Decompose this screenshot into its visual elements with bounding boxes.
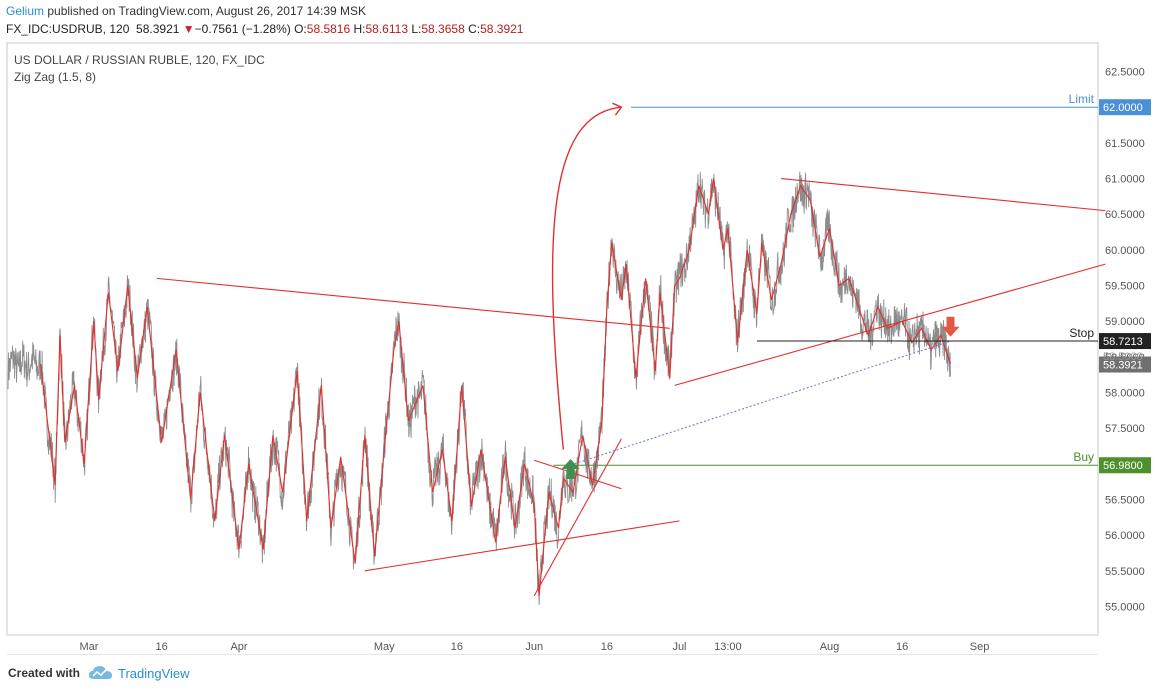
sell-arrow-down-icon[interactable] xyxy=(941,316,960,337)
trendline-lower-right[interactable] xyxy=(674,263,1106,386)
author-link[interactable]: Gelium xyxy=(6,4,45,18)
x-tick-label: 16 xyxy=(601,641,613,653)
y-tick-label: 59.5000 xyxy=(1105,281,1145,293)
stop-price-tag-text: 58.7213 xyxy=(1103,336,1143,348)
y-tick-label: 60.0000 xyxy=(1105,245,1145,257)
last-price-tag xyxy=(1099,356,1151,373)
limit-price-tag xyxy=(1099,99,1151,116)
y-tick-label: 62.5000 xyxy=(1105,67,1145,79)
x-tick-label: 16 xyxy=(155,641,167,653)
buy-level-label: Buy xyxy=(1073,450,1094,464)
price-change: −0.7561 (−1.28%) xyxy=(194,22,291,36)
x-tick-label: Sep xyxy=(970,641,990,653)
tradingview-cloud-icon[interactable] xyxy=(88,664,114,682)
chart-title: US DOLLAR / RUSSIAN RUBLE, 120, FX_IDC xyxy=(14,53,265,67)
limit-level-label: Limit xyxy=(1069,92,1095,106)
last-price-tag-text: 58.3921 xyxy=(1103,360,1143,372)
y-tick-label: 56.0000 xyxy=(1105,530,1145,542)
projection-curve-arrow xyxy=(551,106,622,450)
created-with-label: Created with xyxy=(8,666,81,680)
change-down-icon: ▼ xyxy=(182,22,195,36)
x-tick-label: May xyxy=(374,641,395,653)
limit-price-tag-text: 62.0000 xyxy=(1103,102,1143,114)
indicator-legend[interactable]: Zig Zag (1.5, 8) xyxy=(14,70,97,84)
trendline-wedge-top[interactable] xyxy=(534,459,622,490)
y-tick-label: 56.5000 xyxy=(1105,494,1145,506)
x-tick-label: Aug xyxy=(820,641,840,653)
x-tick-label: Jul xyxy=(672,641,686,653)
trendline-upper-left[interactable] xyxy=(156,277,670,329)
y-tick-label: 58.0000 xyxy=(1105,387,1145,399)
hidden-price-tag-text: 58.5000 xyxy=(1103,351,1143,363)
stop-level-label: Stop xyxy=(1069,326,1094,340)
x-tick-label: Mar xyxy=(80,641,99,653)
y-tick-label: 61.5000 xyxy=(1105,138,1145,150)
y-tick-label: 55.5000 xyxy=(1105,566,1145,578)
y-tick-label: 55.0000 xyxy=(1105,601,1145,613)
open-value: 58.5816 xyxy=(306,22,351,36)
open-label: O: xyxy=(294,22,307,36)
y-tick-label: 60.5000 xyxy=(1105,209,1145,221)
published-line: Gelium published on TradingView.com, Aug… xyxy=(6,4,366,18)
price-chart[interactable]: 55.000055.500056.000056.500057.000057.50… xyxy=(0,42,1155,655)
price-series xyxy=(7,171,951,606)
symbol-label: FX_IDC:USDRUB, 120 xyxy=(6,22,130,36)
published-text: published on TradingView.com, August 26,… xyxy=(44,4,367,18)
last-price: 58.3921 xyxy=(136,22,180,36)
low-label: L: xyxy=(411,22,422,36)
footer: Created with TradingView xyxy=(0,655,1155,691)
publish-header: Gelium published on TradingView.com, Aug… xyxy=(0,0,1155,42)
high-label: H: xyxy=(353,22,366,36)
x-tick-label: 13:00 xyxy=(714,641,742,653)
trendline-lower-left[interactable] xyxy=(364,520,680,572)
zigzag-indicator xyxy=(40,178,952,596)
x-tick-label: Apr xyxy=(230,641,247,653)
y-tick-label: 59.0000 xyxy=(1105,316,1145,328)
high-value: 58.6113 xyxy=(365,22,409,36)
buy-arrow-up-icon[interactable] xyxy=(561,458,580,479)
quote-line: FX_IDC:USDRUB, 120 58.3921 ▼−0.7561 (−1.… xyxy=(6,22,523,36)
low-value: 58.3658 xyxy=(421,22,465,36)
projection-dotted-line xyxy=(563,340,951,468)
close-label: C: xyxy=(468,22,481,36)
buy-price-tag xyxy=(1099,457,1151,474)
plot-frame xyxy=(6,42,1099,636)
trendline-upper-right[interactable] xyxy=(781,177,1106,212)
close-value: 58.3921 xyxy=(480,22,524,36)
x-tick-label: Jun xyxy=(525,641,543,653)
y-tick-label: 61.0000 xyxy=(1105,174,1145,186)
y-tick-label: 57.5000 xyxy=(1105,423,1145,435)
arrow-head-icon xyxy=(612,102,623,116)
buy-price-tag-text: 56.9800 xyxy=(1103,460,1143,472)
x-tick-label: 16 xyxy=(451,641,463,653)
tradingview-brand[interactable]: TradingView xyxy=(118,666,190,681)
stop-price-tag xyxy=(1099,333,1151,350)
x-tick-label: 16 xyxy=(896,641,908,653)
